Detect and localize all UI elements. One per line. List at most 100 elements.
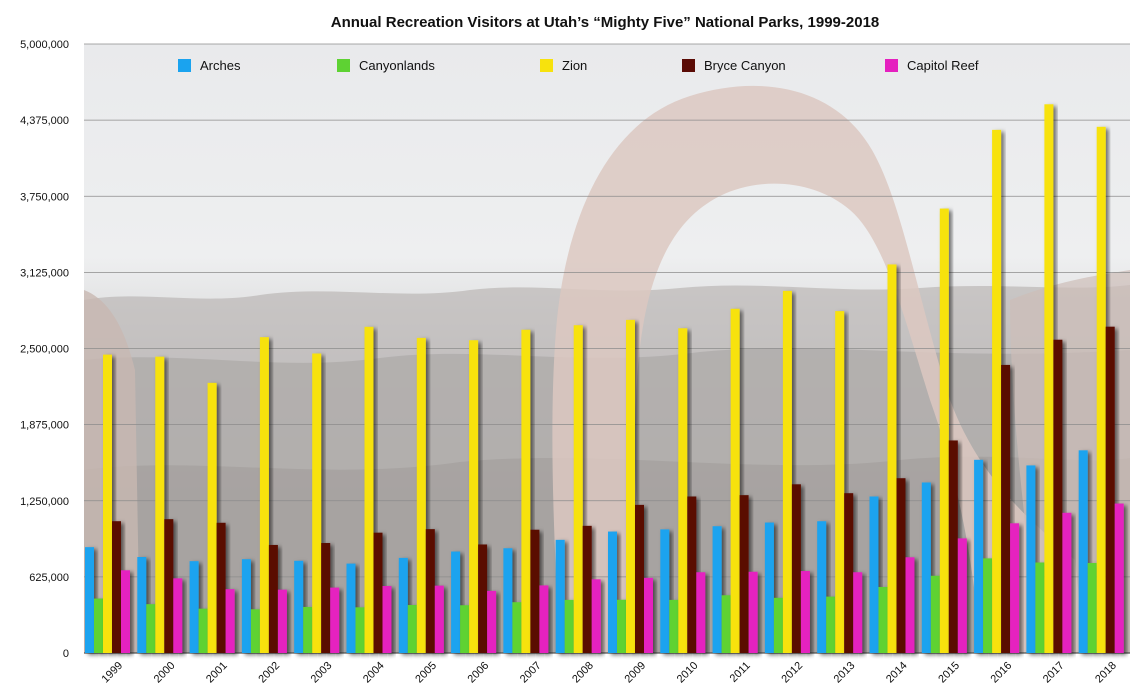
bar-arches-2003 <box>294 560 304 653</box>
x-tick-label: 2017 <box>1041 660 1067 686</box>
bar-zion-2007 <box>521 329 531 653</box>
bar-capitol-reef-2009 <box>644 577 653 653</box>
legend-label: Canyonlands <box>359 58 435 73</box>
x-tick-label: 2001 <box>204 660 230 686</box>
bar-capitol-reef-2012 <box>800 571 810 653</box>
chart-title: Annual Recreation Visitors at Utah’s “Mi… <box>331 14 880 31</box>
bar-capitol-reef-2005 <box>434 585 444 653</box>
bar-capitol-reef-2015 <box>957 538 967 653</box>
legend-swatch <box>337 59 350 72</box>
y-tick-label: 2,500,000 <box>20 344 69 356</box>
bar-zion-2013 <box>835 311 845 653</box>
bar-group-2004 <box>346 326 392 653</box>
legend-label: Capitol Reef <box>907 58 979 73</box>
y-tick-label: 625,000 <box>29 572 69 584</box>
legend-swatch <box>885 59 898 72</box>
legend-swatch <box>540 59 553 72</box>
bar-arches-2015 <box>921 482 931 653</box>
bars <box>85 104 1124 654</box>
bar-capitol-reef-2017 <box>1062 512 1072 653</box>
bar-canyonlands-2016 <box>983 558 993 653</box>
bar-zion-2017 <box>1044 104 1054 653</box>
bar-group-2014 <box>869 264 915 653</box>
bar-capitol-reef-1999 <box>121 570 130 653</box>
bar-bryce-canyon-2010 <box>687 496 697 653</box>
bar-group-2001 <box>189 382 235 653</box>
bar-capitol-reef-2013 <box>853 572 863 653</box>
bar-arches-2001 <box>189 561 199 653</box>
bar-zion-2002 <box>259 337 269 653</box>
bar-canyonlands-2007 <box>512 602 522 653</box>
bar-capitol-reef-2011 <box>748 571 758 653</box>
bar-group-2000 <box>137 356 183 653</box>
y-tick-label: 1,875,000 <box>20 420 69 432</box>
bar-canyonlands-2017 <box>1035 562 1045 653</box>
bar-bryce-canyon-2016 <box>1001 364 1011 653</box>
bar-canyonlands-2002 <box>250 609 260 653</box>
x-tick-label: 2002 <box>256 660 282 686</box>
bar-arches-2013 <box>817 521 827 653</box>
bar-bryce-canyon-2001 <box>216 522 226 653</box>
bar-group-2003 <box>294 353 340 653</box>
legend-item-bryce-canyon: Bryce Canyon <box>682 58 786 73</box>
bar-zion-2012 <box>782 290 792 653</box>
x-tick-label: 2006 <box>466 660 492 686</box>
legend-label: Zion <box>562 58 587 73</box>
bar-capitol-reef-2007 <box>539 585 549 653</box>
bar-bryce-canyon-2004 <box>373 532 383 653</box>
bar-canyonlands-2005 <box>407 605 417 653</box>
bar-canyonlands-2001 <box>198 608 208 653</box>
bar-zion-2000 <box>155 356 165 653</box>
bar-arches-2018 <box>1078 450 1088 653</box>
bar-arches-2016 <box>974 459 984 653</box>
bar-capitol-reef-2002 <box>277 589 287 653</box>
x-tick-label: 2016 <box>989 660 1015 686</box>
bar-group-2006 <box>451 340 497 653</box>
legend-item-canyonlands: Canyonlands <box>337 58 435 73</box>
legend-label: Bryce Canyon <box>704 58 786 73</box>
legend-swatch <box>682 59 695 72</box>
bar-capitol-reef-2018 <box>1114 503 1124 653</box>
bar-capitol-reef-2006 <box>487 590 497 653</box>
x-tick-label: 1999 <box>99 660 125 686</box>
bar-arches-2008 <box>555 539 565 653</box>
bar-capitol-reef-2001 <box>225 589 235 653</box>
bar-bryce-canyon-2009 <box>635 504 644 653</box>
bar-canyonlands-2018 <box>1087 562 1097 653</box>
bar-zion-2005 <box>416 337 426 653</box>
bar-canyonlands-2004 <box>355 607 365 653</box>
x-tick-label: 2011 <box>728 660 753 685</box>
bar-group-2009 <box>608 319 653 653</box>
bar-zion-2008 <box>573 325 583 653</box>
bar-bryce-canyon-2015 <box>948 440 958 653</box>
bar-bryce-canyon-2017 <box>1053 339 1063 653</box>
bar-group-2013 <box>817 311 863 653</box>
bar-capitol-reef-2000 <box>173 578 183 653</box>
bar-group-2005 <box>398 337 444 653</box>
bar-canyonlands-2000 <box>146 604 156 653</box>
bar-canyonlands-2010 <box>669 599 679 653</box>
x-tick-label: 2014 <box>884 660 910 686</box>
bar-capitol-reef-2016 <box>1010 523 1020 653</box>
bar-bryce-canyon-2012 <box>791 484 801 653</box>
bar-arches-2002 <box>241 559 251 653</box>
bar-zion-1999 <box>103 354 112 653</box>
bar-zion-2009 <box>626 319 635 653</box>
bar-bryce-canyon-2011 <box>739 495 749 653</box>
bar-bryce-canyon-2014 <box>896 478 906 653</box>
bar-arches-2012 <box>764 522 774 653</box>
y-tick-label: 1,250,000 <box>20 496 69 508</box>
x-tick-label: 2007 <box>518 660 544 686</box>
bar-canyonlands-2003 <box>303 606 313 653</box>
y-tick-label: 4,375,000 <box>20 115 69 127</box>
bar-arches-2004 <box>346 563 356 653</box>
bar-capitol-reef-2003 <box>330 587 340 653</box>
x-tick-label: 2000 <box>152 660 178 686</box>
bar-zion-2001 <box>207 382 217 653</box>
bar-zion-2004 <box>364 326 374 653</box>
bar-zion-2010 <box>678 328 688 653</box>
bar-arches-2017 <box>1026 465 1036 653</box>
legend: Arches Canyonlands Zion Bryce Canyon Capitol… <box>178 58 979 73</box>
